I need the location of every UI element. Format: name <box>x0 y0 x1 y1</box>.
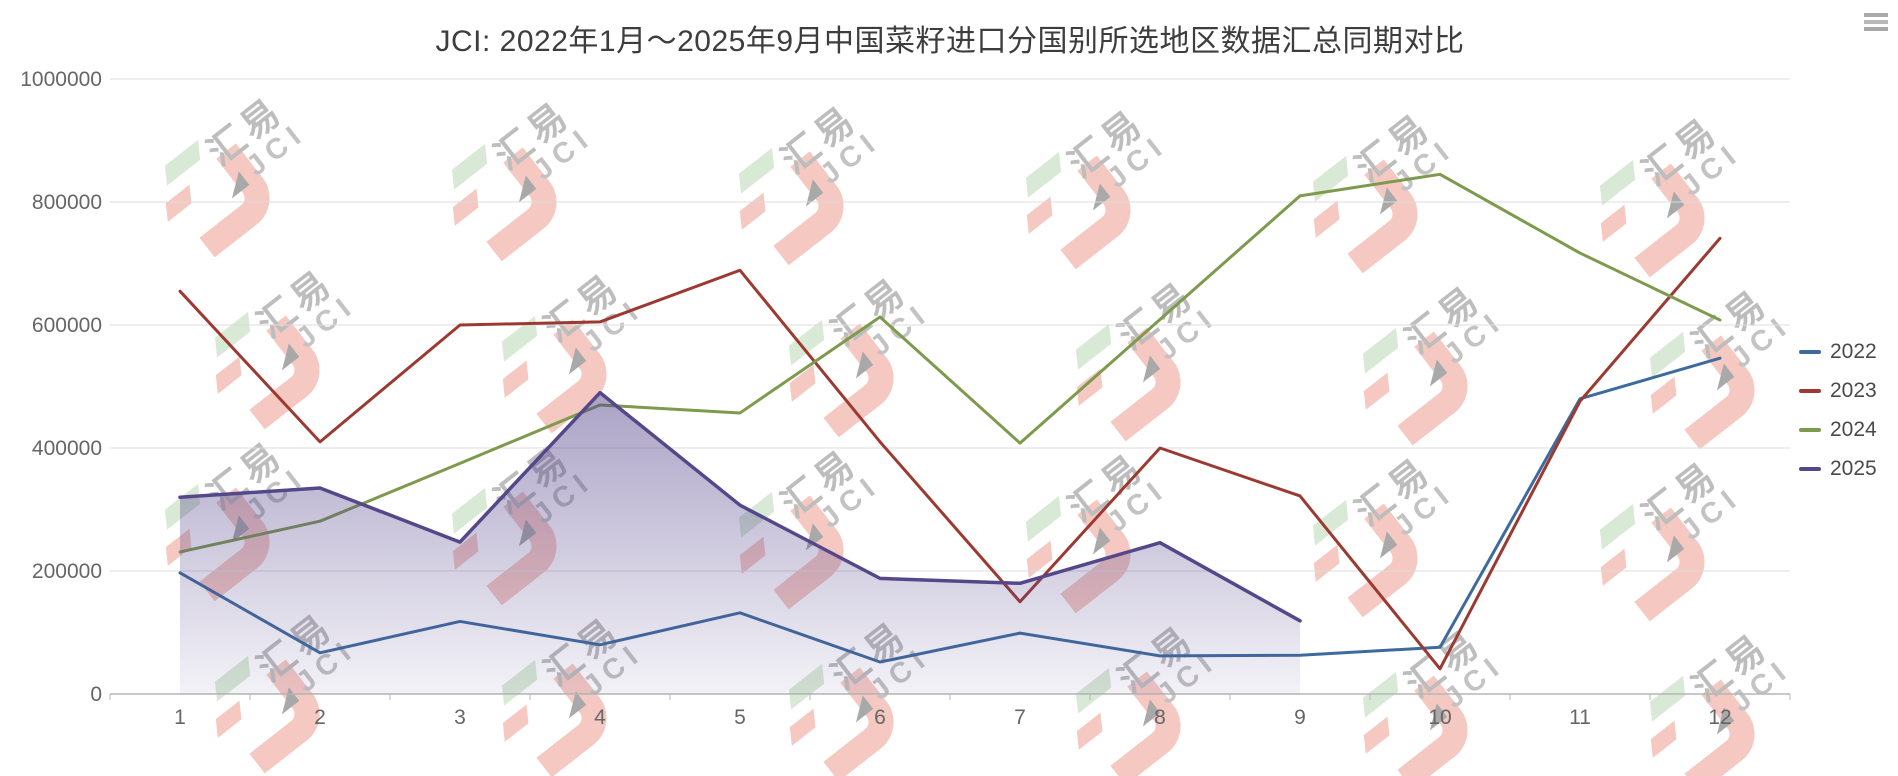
x-axis-tick-label: 11 <box>1569 706 1591 729</box>
y-axis-tick-label: 800000 <box>32 191 102 214</box>
x-axis-tick-label: 5 <box>734 706 746 729</box>
series-line-2023[interactable] <box>178 236 1722 671</box>
x-axis-tick-label: 4 <box>594 706 606 729</box>
x-axis-tick-label: 1 <box>174 706 186 729</box>
legend-marker-icon <box>1799 349 1821 354</box>
legend-label: 2024 <box>1830 417 1877 441</box>
legend-marker-icon <box>1799 466 1821 471</box>
x-axis-tick-label: 9 <box>1294 706 1306 729</box>
hamburger-menu-icon <box>1864 20 1888 24</box>
series-area-2025[interactable] <box>180 392 1300 694</box>
legend-item-2025[interactable]: 2025 <box>1799 449 1877 488</box>
x-axis-tick-label: 6 <box>874 706 886 729</box>
legend-item-2022[interactable]: 2022 <box>1799 332 1877 371</box>
hamburger-menu-icon <box>1864 13 1888 17</box>
legend: 2022 2023 2024 2025 <box>1799 332 1877 488</box>
x-axis-tick-label: 12 <box>1708 706 1731 729</box>
y-axis-tick-label: 1000000 <box>20 68 102 91</box>
x-axis-tick-label: 10 <box>1428 706 1451 729</box>
x-axis-tick-label: 3 <box>454 706 466 729</box>
legend-item-2024[interactable]: 2024 <box>1799 410 1877 449</box>
legend-marker-icon <box>1799 388 1821 393</box>
y-axis-tick-label: 400000 <box>32 437 102 460</box>
legend-marker-icon <box>1799 427 1821 432</box>
hamburger-menu-icon <box>1864 27 1888 31</box>
x-axis-tick-label: 2 <box>314 706 326 729</box>
legend-label: 2022 <box>1830 339 1877 363</box>
x-axis-tick-label: 7 <box>1014 706 1026 729</box>
y-axis-tick-label: 0 <box>90 683 102 706</box>
legend-label: 2023 <box>1830 378 1877 402</box>
y-axis-tick-label: 200000 <box>32 560 102 583</box>
legend-label: 2025 <box>1830 456 1877 480</box>
legend-item-2023[interactable]: 2023 <box>1799 371 1877 410</box>
chart-title: JCI: 2022年1月～2025年9月中国菜籽进口分国别所选地区数据汇总同期对… <box>435 25 1465 58</box>
series-line-2024[interactable] <box>178 172 1722 554</box>
chart-context-menu-button[interactable] <box>1864 13 1890 35</box>
y-axis-tick-label: 600000 <box>32 314 102 337</box>
x-axis-tick-label: 8 <box>1154 706 1166 729</box>
